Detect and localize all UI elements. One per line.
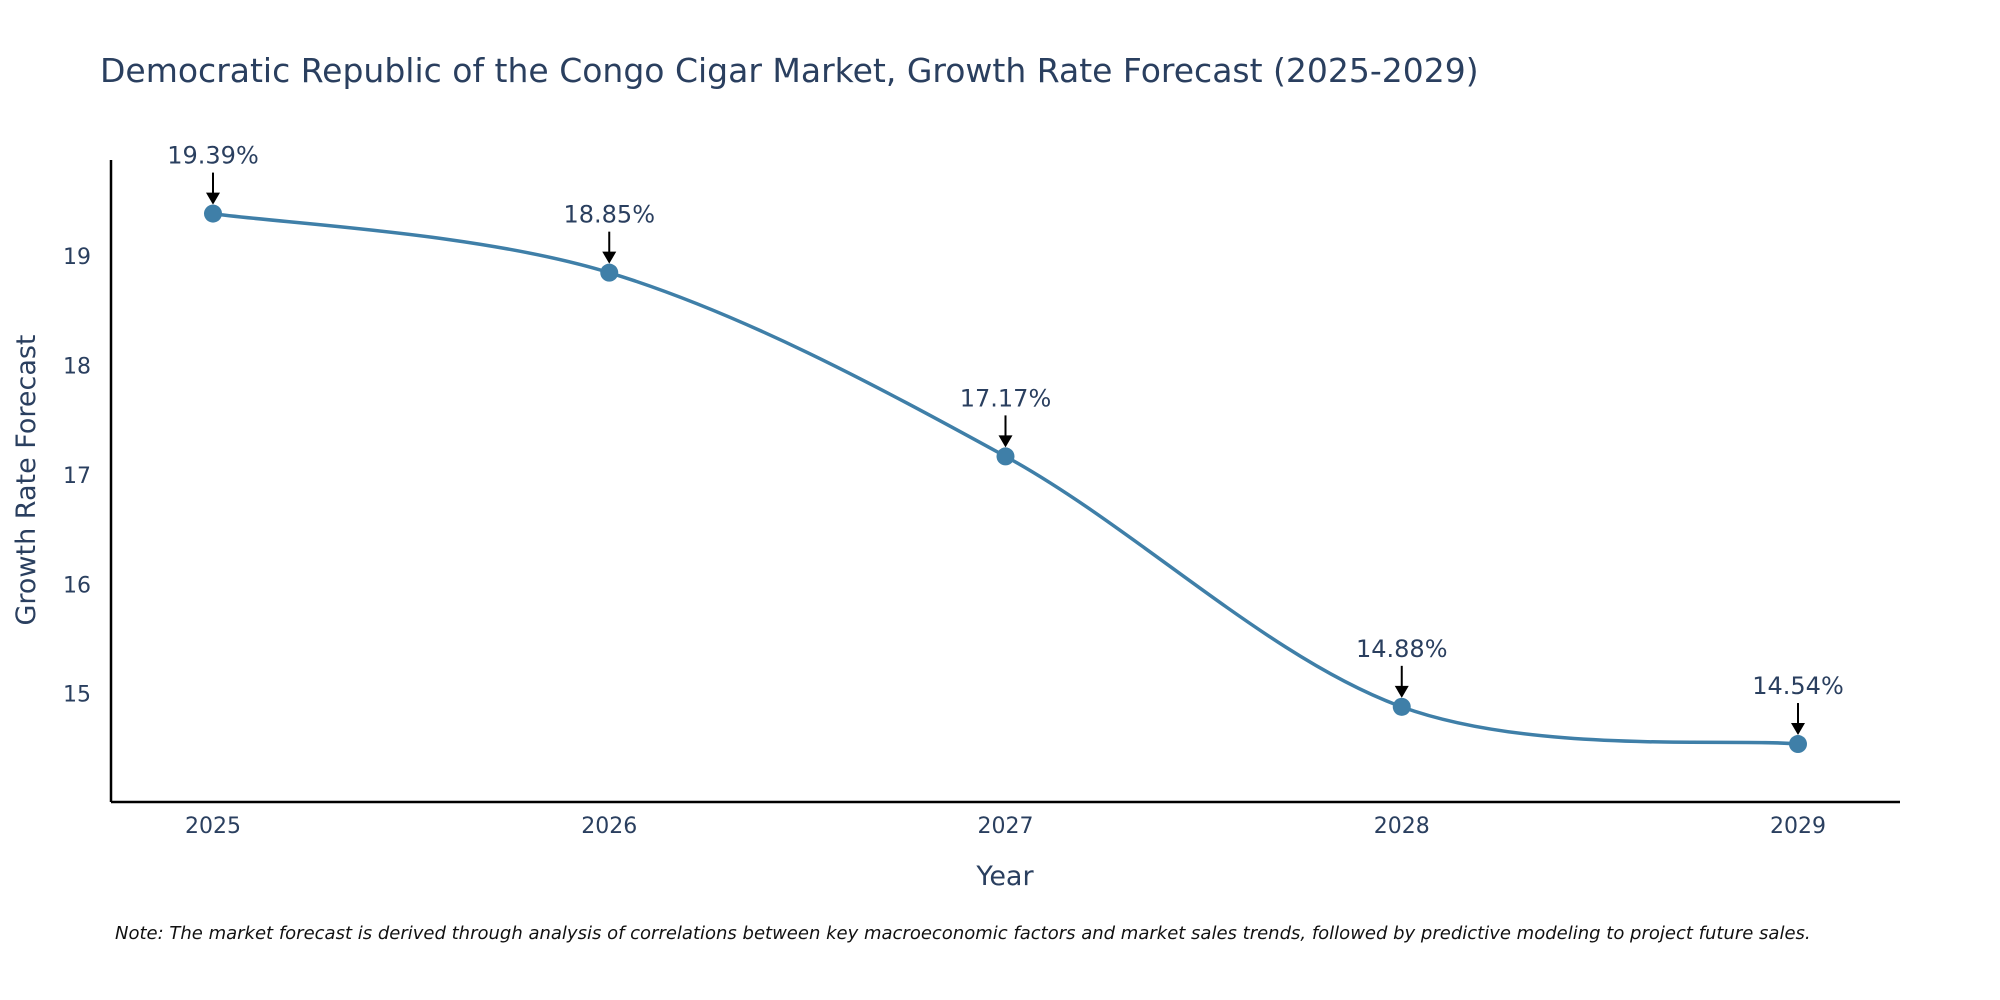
data-label: 18.85% bbox=[563, 201, 655, 229]
annotation-arrow-head bbox=[206, 192, 220, 205]
x-tick-label: 2026 bbox=[581, 814, 637, 839]
x-tick-label: 2025 bbox=[185, 814, 241, 839]
data-label: 19.39% bbox=[167, 142, 259, 170]
y-tick-label: 16 bbox=[63, 573, 91, 598]
x-tick-label: 2027 bbox=[978, 814, 1034, 839]
x-axis-title: Year bbox=[975, 861, 1034, 892]
annotation-arrow-head bbox=[1791, 723, 1805, 736]
y-tick-label: 17 bbox=[63, 464, 91, 489]
annotation-arrow-head bbox=[1394, 685, 1409, 698]
chart-note: Note: The market forecast is derived thr… bbox=[115, 923, 1811, 944]
data-label: 17.17% bbox=[960, 384, 1052, 412]
chart-title: Democratic Republic of the Congo Cigar M… bbox=[100, 51, 1479, 90]
annotation-arrow-head bbox=[602, 251, 617, 264]
data-label: 14.88% bbox=[1356, 635, 1448, 663]
data-point bbox=[1392, 697, 1411, 716]
data-point bbox=[600, 263, 619, 282]
y-tick-label: 19 bbox=[63, 245, 91, 270]
annotation-arrow-head bbox=[998, 435, 1013, 448]
y-axis-title: Growth Rate Forecast bbox=[11, 334, 42, 625]
data-point bbox=[204, 204, 222, 223]
series-line bbox=[212, 211, 1799, 746]
x-tick-label: 2028 bbox=[1374, 814, 1430, 839]
data-label: 14.54% bbox=[1752, 672, 1844, 700]
data-point bbox=[996, 447, 1015, 466]
plot-area: 15 16 17 18 19 2025 2026 2027 2028 2029 19.39% 18.8… bbox=[63, 142, 1900, 839]
y-tick-label: 18 bbox=[63, 355, 91, 380]
y-tick-label: 15 bbox=[63, 683, 91, 708]
data-point bbox=[1789, 735, 1807, 754]
x-tick-label: 2029 bbox=[1770, 814, 1826, 839]
